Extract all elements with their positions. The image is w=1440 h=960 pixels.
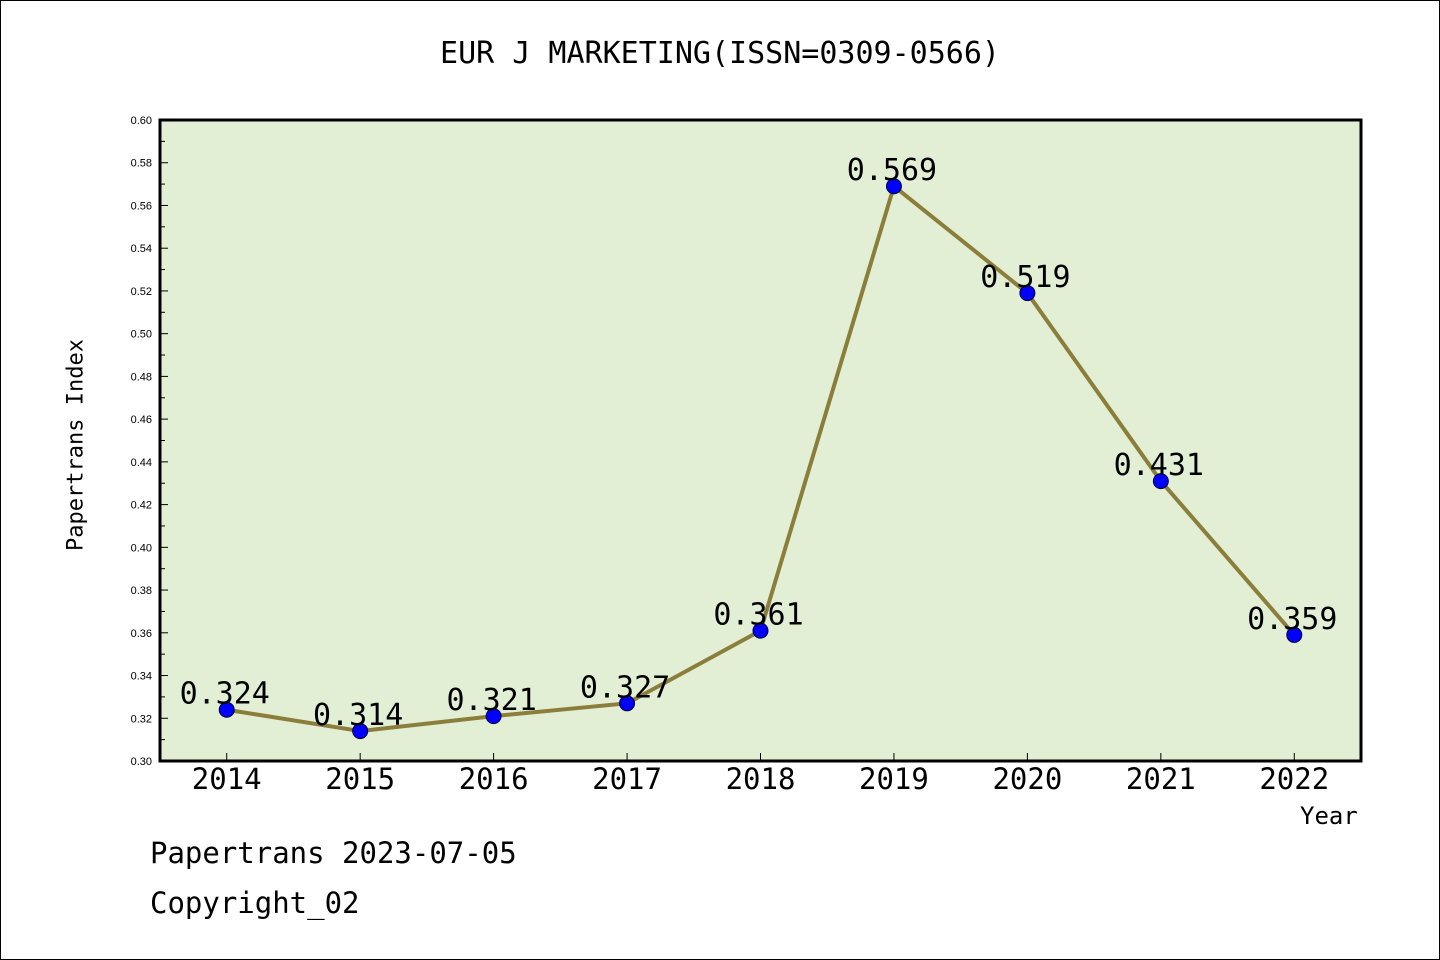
data-value-label: 0.519 [980, 260, 1070, 295]
data-point-marker [1286, 626, 1303, 643]
data-point-marker [885, 178, 902, 195]
x-tick-label: 2021 [1126, 762, 1196, 796]
y-tick-label: 0.34 [131, 671, 152, 683]
data-value-label: 0.361 [713, 598, 803, 633]
y-tick-label: 0.54 [131, 243, 152, 255]
data-point-marker [218, 701, 235, 718]
y-tick-label: 0.56 [131, 200, 152, 212]
y-tick-label: 0.40 [131, 542, 152, 554]
y-axis: 0.30 0.32 0.34 0.36 0.38 0.40 0.42 0.44 0.46 0.48… [131, 115, 168, 768]
y-axis-label: Papertrans Index [63, 339, 89, 551]
data-value-label: 0.431 [1114, 448, 1204, 483]
data-value-label: 0.321 [446, 683, 536, 718]
x-tick-label: 2020 [992, 762, 1062, 796]
x-tick-label: 2015 [325, 762, 395, 796]
data-point-marker [1152, 473, 1169, 490]
data-value-label: 0.324 [180, 677, 270, 712]
footer-date-text: Papertrans 2023-07-05 [150, 836, 517, 870]
y-tick-label: 0.48 [131, 371, 152, 383]
data-point-marker [352, 723, 369, 740]
footer-copyright-text: Copyright_02 [150, 886, 360, 920]
data-point-marker [752, 622, 769, 639]
data-labels: 0.324 0.314 0.321 0.327 0.361 0.569 0.519 0.431… [180, 153, 1338, 733]
y-tick-label: 0.42 [131, 500, 152, 512]
x-tick-label: 2014 [192, 762, 262, 796]
x-axis-label: Year [1300, 802, 1358, 830]
y-tick-label: 0.36 [131, 628, 152, 640]
y-tick-label: 0.46 [131, 414, 152, 426]
x-axis: 2014 2015 2016 2017 2018 2019 2020 2021 2022 [192, 753, 1329, 796]
data-point-marker [1019, 285, 1036, 302]
chart-title: EUR J MARKETING(ISSN=0309-0566) [440, 36, 1000, 71]
plot-border [158, 118, 1363, 763]
x-tick-label: 2022 [1259, 762, 1329, 796]
x-tick-label: 2016 [459, 762, 529, 796]
series-layer [218, 178, 1303, 740]
y-tick-label: 0.38 [131, 585, 152, 597]
data-point-marker [619, 695, 636, 712]
y-tick-label: 0.32 [131, 713, 152, 725]
data-point-marker [485, 708, 502, 725]
y-tick-label: 0.52 [131, 286, 152, 298]
data-value-label: 0.569 [847, 153, 937, 188]
x-tick-label: 2019 [859, 762, 929, 796]
x-tick-label: 2017 [592, 762, 662, 796]
y-tick-label: 0.50 [131, 329, 152, 341]
y-tick-label: 0.44 [131, 457, 152, 469]
y-tick-label: 0.30 [131, 756, 152, 768]
y-tick-label: 0.58 [131, 158, 152, 170]
x-tick-label: 2018 [726, 762, 796, 796]
data-value-label: 0.314 [313, 698, 403, 733]
data-value-label: 0.327 [580, 670, 670, 705]
data-value-label: 0.359 [1247, 602, 1337, 637]
plot-area [160, 120, 1361, 761]
y-tick-label: 0.60 [131, 115, 152, 127]
